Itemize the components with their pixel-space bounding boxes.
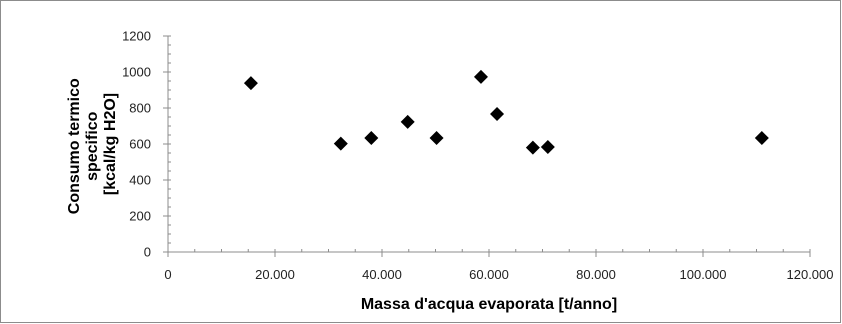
y-tick-label: 800 (129, 101, 151, 116)
data-point (540, 140, 555, 155)
data-point (400, 114, 415, 129)
data-points (243, 69, 769, 155)
y-axis-title: Consumo termico specifico [kcal/kg H2O] (66, 74, 119, 214)
tick-labels: 0 200 400 600 800 1000 1200 0 20.000 40.000 60.000… (122, 29, 833, 283)
y-axis-title-line-3: [kcal/kg H2O] (102, 93, 119, 195)
y-tick-label: 400 (129, 173, 151, 188)
x-tick-label: 20.000 (255, 267, 295, 282)
y-tick-label: 600 (129, 137, 151, 152)
y-axis-title-line-1: Consumo termico (66, 78, 83, 214)
data-point (490, 106, 505, 121)
x-tick-label: 100.000 (680, 267, 727, 282)
data-point (243, 76, 258, 91)
data-point (364, 131, 379, 146)
y-tick-label: 1200 (122, 29, 151, 44)
y-axis-title-line-2: specifico (84, 111, 101, 181)
x-tick-label: 40.000 (362, 267, 402, 282)
data-point (473, 69, 488, 84)
data-point (754, 131, 769, 146)
data-point (333, 136, 348, 151)
data-point (525, 140, 540, 155)
data-point (429, 131, 444, 146)
y-tick-label: 200 (129, 209, 151, 224)
axes (163, 35, 811, 257)
x-tick-label: 60.000 (469, 267, 509, 282)
x-tick-label: 80.000 (576, 267, 616, 282)
y-tick-label: 1000 (122, 65, 151, 80)
x-tick-label: 0 (164, 267, 171, 282)
y-tick-label: 0 (144, 245, 151, 260)
x-tick-label: 120.000 (787, 267, 834, 282)
x-axis-title: Massa d'acqua evaporata [t/anno] (361, 296, 617, 313)
